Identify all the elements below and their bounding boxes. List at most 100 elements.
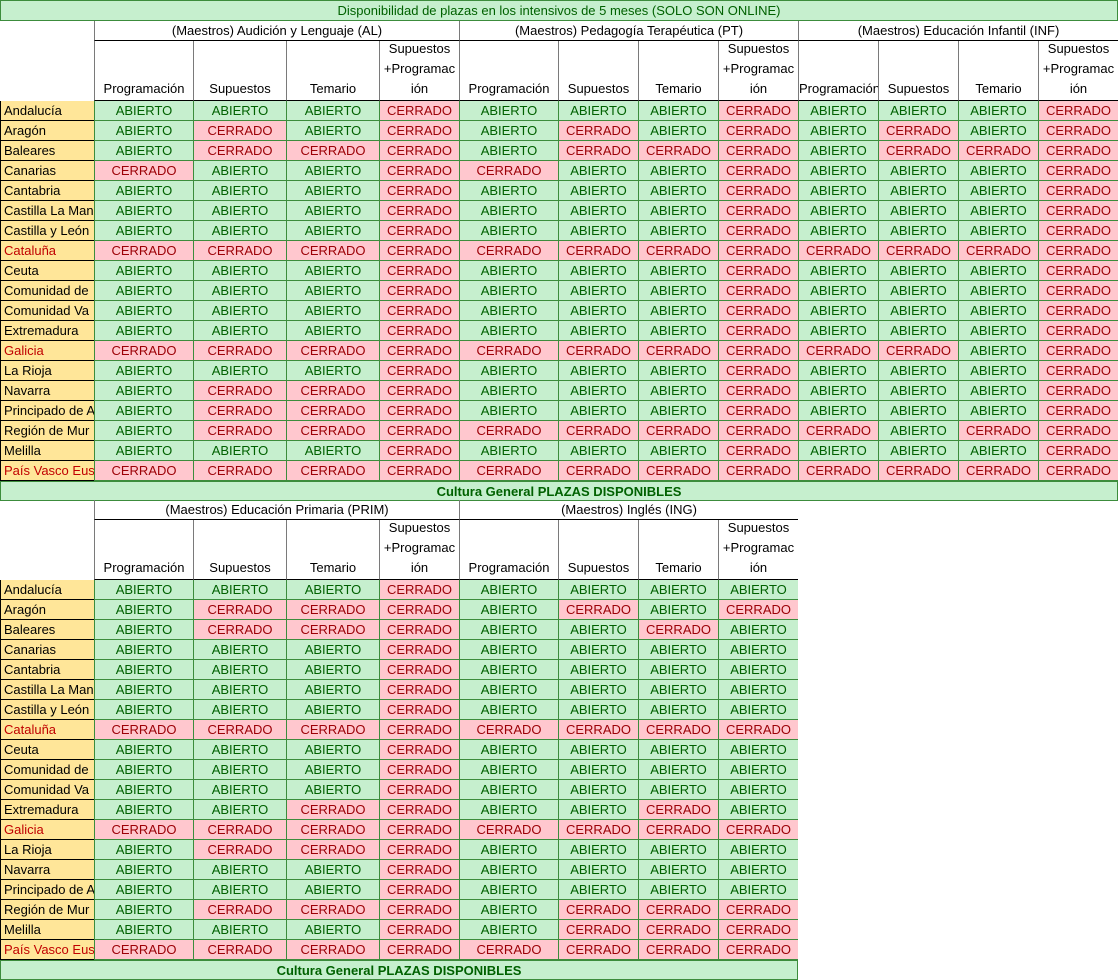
status-cell[interactable]: ABIERTO (286, 321, 379, 341)
region-label[interactable]: Principado de A (0, 401, 94, 421)
status-cell[interactable]: CERRADO (718, 341, 798, 361)
status-cell[interactable]: CERRADO (379, 221, 459, 241)
status-cell[interactable]: ABIERTO (94, 640, 193, 660)
status-cell[interactable]: ABIERTO (878, 161, 958, 181)
status-cell[interactable]: CERRADO (558, 241, 638, 261)
status-cell[interactable]: ABIERTO (193, 860, 286, 880)
status-cell[interactable]: ABIERTO (958, 181, 1038, 201)
status-cell[interactable]: CERRADO (558, 920, 638, 940)
status-cell[interactable]: CERRADO (718, 421, 798, 441)
status-cell[interactable]: ABIERTO (459, 321, 558, 341)
status-cell[interactable]: CERRADO (379, 820, 459, 840)
status-cell[interactable]: ABIERTO (193, 660, 286, 680)
status-cell[interactable]: ABIERTO (459, 401, 558, 421)
status-cell[interactable]: ABIERTO (958, 281, 1038, 301)
status-cell[interactable]: CERRADO (94, 341, 193, 361)
status-cell[interactable]: CERRADO (878, 141, 958, 161)
status-cell[interactable]: CERRADO (379, 281, 459, 301)
status-cell[interactable]: ABIERTO (286, 301, 379, 321)
status-cell[interactable]: ABIERTO (878, 201, 958, 221)
status-cell[interactable]: ABIERTO (286, 740, 379, 760)
region-label[interactable]: Baleares (0, 620, 94, 640)
status-cell[interactable]: ABIERTO (798, 321, 878, 341)
status-cell[interactable]: ABIERTO (94, 401, 193, 421)
status-cell[interactable]: ABIERTO (286, 261, 379, 281)
status-cell[interactable]: ABIERTO (459, 900, 558, 920)
status-cell[interactable]: ABIERTO (798, 361, 878, 381)
status-cell[interactable]: CERRADO (1038, 461, 1118, 481)
status-cell[interactable]: ABIERTO (459, 880, 558, 900)
status-cell[interactable]: CERRADO (379, 441, 459, 461)
region-label[interactable]: Melilla (0, 920, 94, 940)
status-cell[interactable]: CERRADO (193, 720, 286, 740)
status-cell[interactable]: ABIERTO (958, 401, 1038, 421)
status-cell[interactable]: CERRADO (459, 820, 558, 840)
status-cell[interactable]: ABIERTO (558, 301, 638, 321)
status-cell[interactable]: CERRADO (459, 461, 558, 481)
status-cell[interactable]: CERRADO (718, 361, 798, 381)
status-cell[interactable]: ABIERTO (193, 700, 286, 720)
status-cell[interactable]: CERRADO (558, 900, 638, 920)
status-cell[interactable]: ABIERTO (94, 321, 193, 341)
status-cell[interactable]: ABIERTO (878, 421, 958, 441)
status-cell[interactable]: ABIERTO (193, 221, 286, 241)
status-cell[interactable]: CERRADO (379, 900, 459, 920)
status-cell[interactable]: CERRADO (558, 461, 638, 481)
status-cell[interactable]: CERRADO (94, 161, 193, 181)
status-cell[interactable]: ABIERTO (878, 321, 958, 341)
status-cell[interactable]: ABIERTO (878, 101, 958, 121)
status-cell[interactable]: CERRADO (379, 461, 459, 481)
status-cell[interactable]: CERRADO (379, 640, 459, 660)
status-cell[interactable]: ABIERTO (638, 261, 718, 281)
status-cell[interactable]: CERRADO (958, 421, 1038, 441)
region-label[interactable]: Región de Mur (0, 421, 94, 441)
status-cell[interactable]: ABIERTO (193, 441, 286, 461)
status-cell[interactable]: ABIERTO (94, 700, 193, 720)
status-cell[interactable]: ABIERTO (718, 620, 798, 640)
status-cell[interactable]: ABIERTO (638, 840, 718, 860)
status-cell[interactable]: CERRADO (286, 900, 379, 920)
status-cell[interactable]: ABIERTO (718, 800, 798, 820)
status-cell[interactable]: ABIERTO (286, 860, 379, 880)
status-cell[interactable]: ABIERTO (878, 441, 958, 461)
status-cell[interactable]: ABIERTO (459, 700, 558, 720)
status-cell[interactable]: ABIERTO (193, 800, 286, 820)
status-cell[interactable]: ABIERTO (193, 740, 286, 760)
status-cell[interactable]: CERRADO (379, 321, 459, 341)
region-label[interactable]: Castilla y León (0, 700, 94, 720)
status-cell[interactable]: ABIERTO (94, 580, 193, 600)
status-cell[interactable]: CERRADO (379, 261, 459, 281)
status-cell[interactable]: ABIERTO (798, 261, 878, 281)
status-cell[interactable]: CERRADO (379, 940, 459, 960)
status-cell[interactable]: CERRADO (638, 461, 718, 481)
status-cell[interactable]: ABIERTO (94, 121, 193, 141)
status-cell[interactable]: CERRADO (1038, 241, 1118, 261)
status-cell[interactable]: ABIERTO (193, 261, 286, 281)
status-cell[interactable]: CERRADO (94, 241, 193, 261)
status-cell[interactable]: ABIERTO (193, 301, 286, 321)
status-cell[interactable]: CERRADO (193, 421, 286, 441)
status-cell[interactable]: ABIERTO (958, 361, 1038, 381)
status-cell[interactable]: CERRADO (1038, 101, 1118, 121)
region-label[interactable]: Ceuta (0, 740, 94, 760)
status-cell[interactable]: CERRADO (1038, 361, 1118, 381)
status-cell[interactable]: ABIERTO (558, 441, 638, 461)
status-cell[interactable]: CERRADO (193, 600, 286, 620)
region-label[interactable]: Extremadura (0, 800, 94, 820)
region-label[interactable]: Galicia (0, 820, 94, 840)
status-cell[interactable]: CERRADO (718, 221, 798, 241)
status-cell[interactable]: ABIERTO (798, 301, 878, 321)
status-cell[interactable]: ABIERTO (193, 281, 286, 301)
status-cell[interactable]: CERRADO (718, 401, 798, 421)
status-cell[interactable]: ABIERTO (798, 381, 878, 401)
status-cell[interactable]: ABIERTO (558, 740, 638, 760)
status-cell[interactable]: CERRADO (379, 840, 459, 860)
status-cell[interactable]: CERRADO (718, 121, 798, 141)
status-cell[interactable]: ABIERTO (878, 381, 958, 401)
status-cell[interactable]: CERRADO (878, 461, 958, 481)
status-cell[interactable]: ABIERTO (638, 660, 718, 680)
status-cell[interactable]: ABIERTO (94, 600, 193, 620)
status-cell[interactable]: ABIERTO (459, 121, 558, 141)
region-label[interactable]: Cantabria (0, 181, 94, 201)
status-cell[interactable]: ABIERTO (638, 700, 718, 720)
